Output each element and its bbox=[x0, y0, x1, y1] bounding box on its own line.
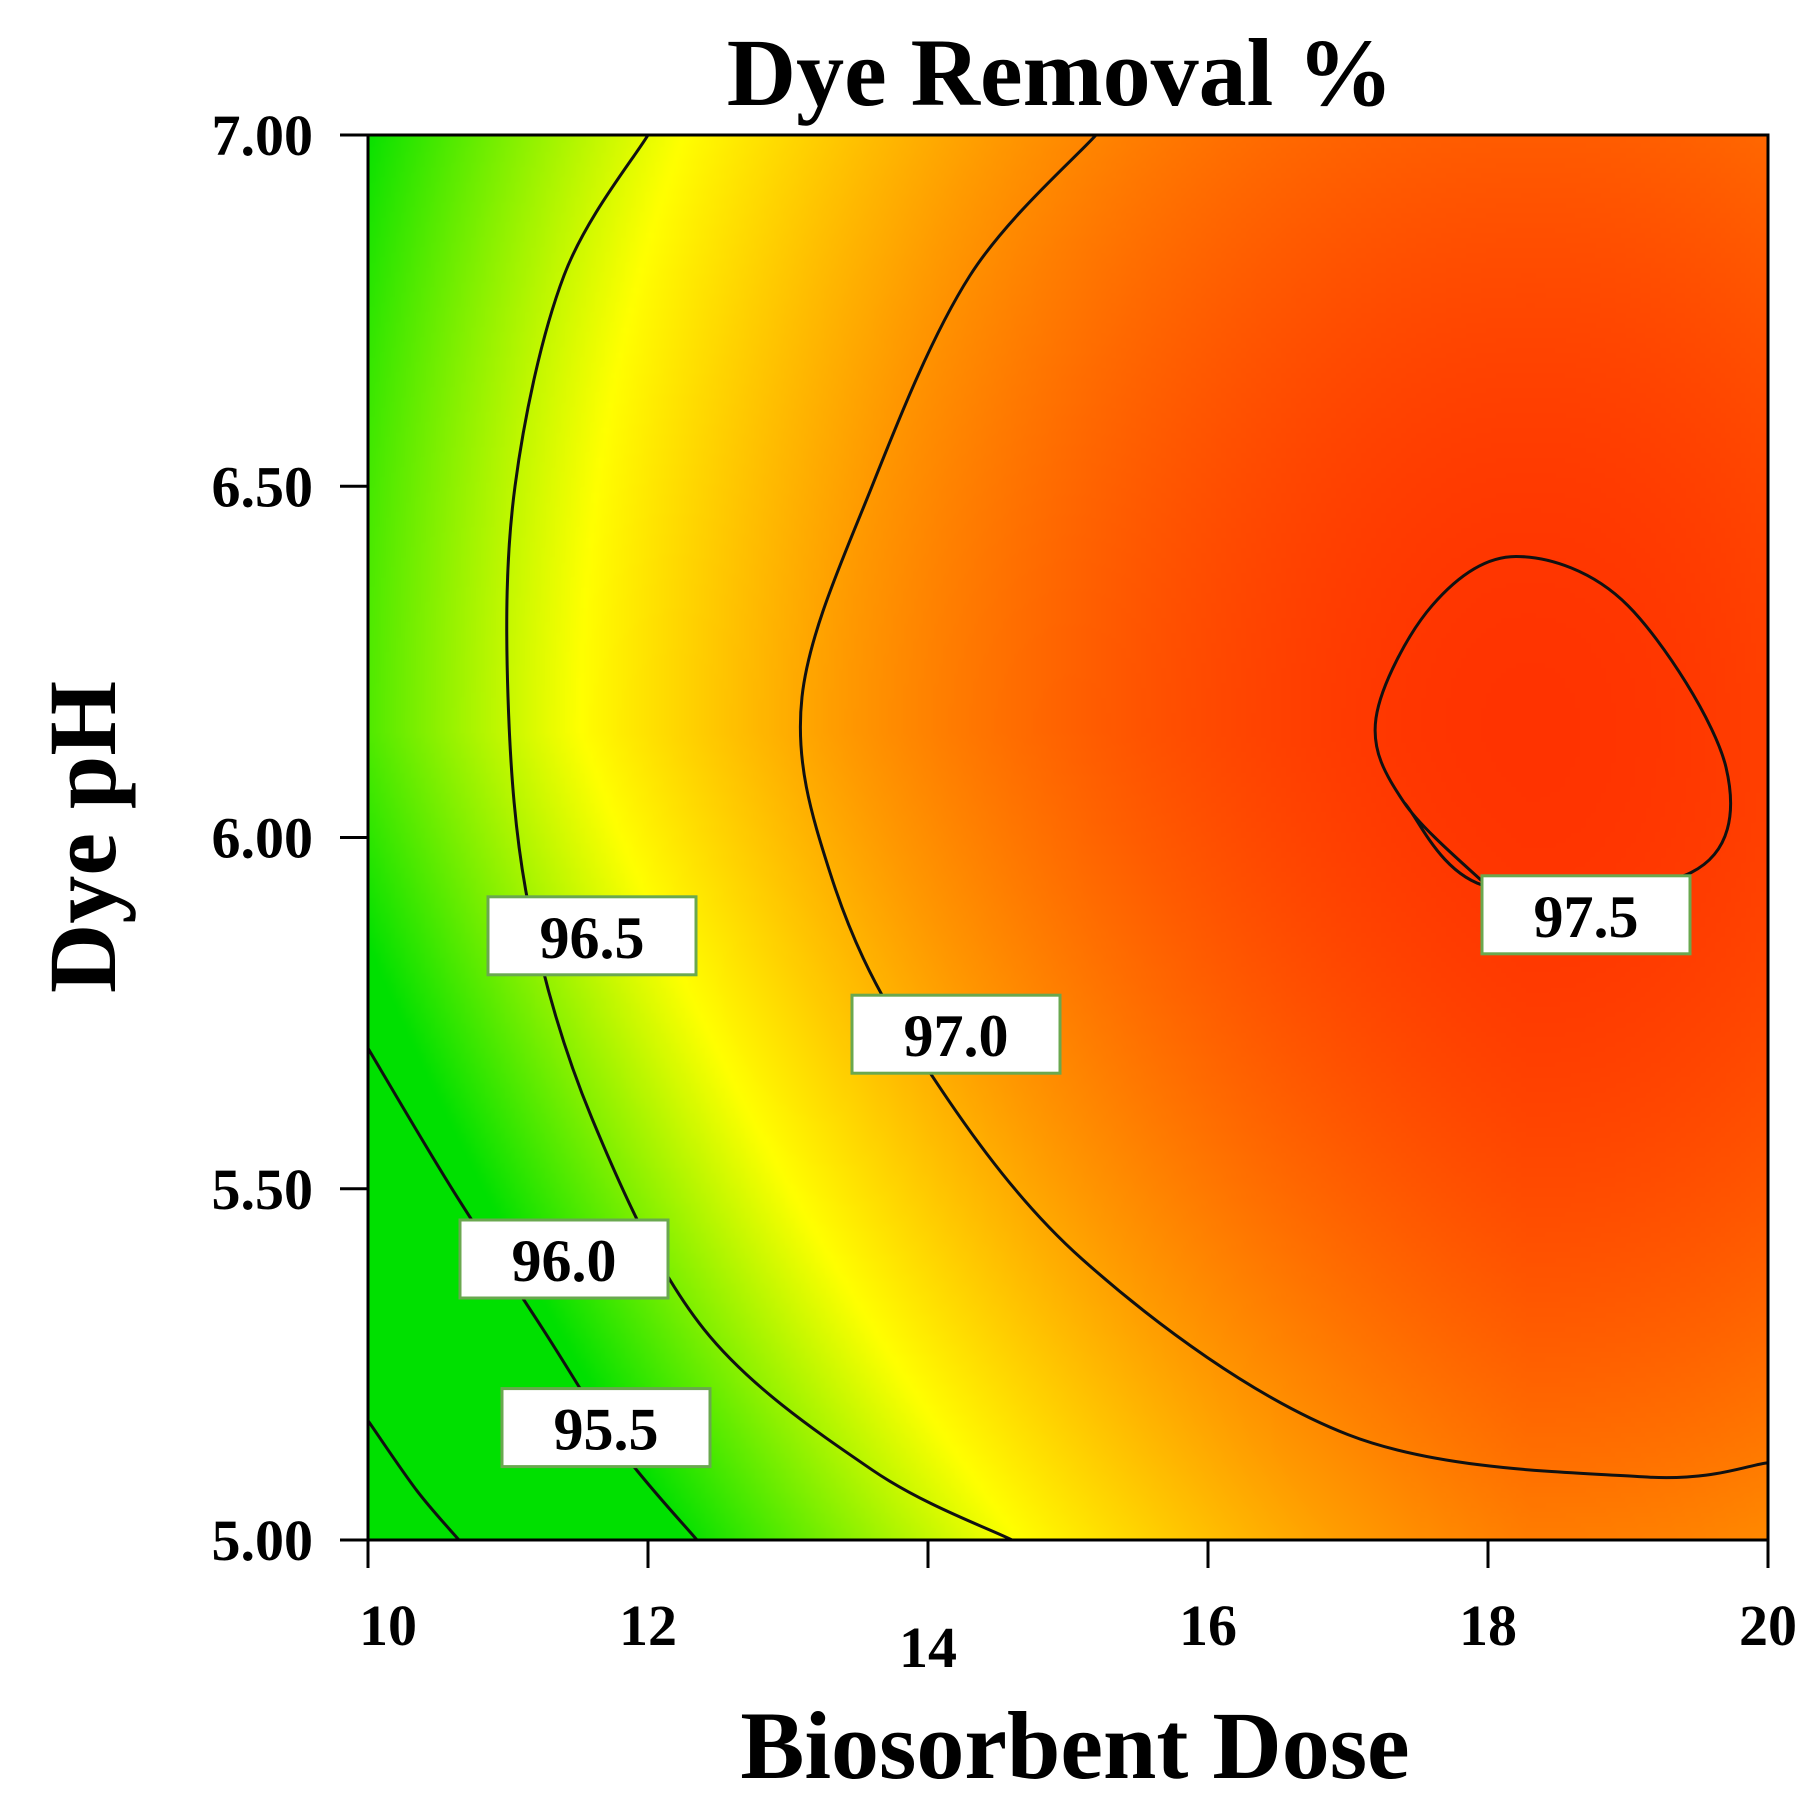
x-tick-label: 16 bbox=[1179, 1593, 1237, 1658]
y-axis-ticks: 5.00 5.50 6.00 6.50 7.00 bbox=[212, 103, 368, 1573]
contour-label-box bbox=[458, 1218, 670, 1300]
y-tick-label: 7.00 bbox=[212, 103, 314, 168]
y-tick-label: 6.00 bbox=[212, 806, 314, 871]
heatmap-fill bbox=[368, 135, 1768, 1540]
y-tick-label: 5.00 bbox=[212, 1508, 314, 1573]
contour-line-97-0 bbox=[798, 135, 1768, 1480]
contour-label: 95.5 bbox=[554, 1397, 659, 1463]
y-axis-label: Dye pH bbox=[29, 681, 136, 993]
contour-label: 97.0 bbox=[904, 1003, 1009, 1069]
contour-label-box bbox=[486, 895, 698, 977]
x-tick-label: 20 bbox=[1739, 1593, 1797, 1658]
y-tick-label: 5.50 bbox=[212, 1157, 314, 1222]
contour-label: 97.5 bbox=[1534, 884, 1639, 950]
heatmap-image bbox=[368, 135, 1768, 1540]
contour-line-95-5 bbox=[368, 1419, 461, 1540]
chart-title: Dye Removal % bbox=[727, 19, 1394, 126]
contour-label-box bbox=[850, 993, 1062, 1075]
contour-label-box bbox=[500, 1387, 712, 1469]
x-tick-label: 12 bbox=[619, 1593, 677, 1658]
x-tick-label: 18 bbox=[1459, 1593, 1517, 1658]
x-tick-label: 14 bbox=[899, 1615, 957, 1680]
contour-label-box bbox=[1480, 874, 1692, 956]
x-axis-label: Biosorbent Dose bbox=[740, 1692, 1409, 1799]
contour-line-96-0 bbox=[368, 1047, 699, 1540]
y-tick-label: 6.50 bbox=[212, 454, 314, 519]
contour-label: 96.0 bbox=[512, 1228, 617, 1294]
contour-label: 96.5 bbox=[540, 905, 645, 971]
x-tick-label: 10 bbox=[359, 1593, 417, 1658]
contour-labels: 95.5 96.0 96.5 97.0 97.5 bbox=[458, 874, 1692, 1469]
x-axis-ticks: 10 12 14 16 18 20 bbox=[359, 1540, 1797, 1680]
